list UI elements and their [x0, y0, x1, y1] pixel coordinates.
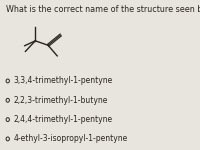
- Text: 3,3,4-trimethyl-1-pentyne: 3,3,4-trimethyl-1-pentyne: [13, 76, 113, 85]
- Text: 4-ethyl-3-isopropyl-1-pentyne: 4-ethyl-3-isopropyl-1-pentyne: [13, 134, 128, 143]
- Text: 2,2,3-trimethyl-1-butyne: 2,2,3-trimethyl-1-butyne: [13, 96, 108, 105]
- Text: 2,4,4-trimethyl-1-pentyne: 2,4,4-trimethyl-1-pentyne: [13, 115, 113, 124]
- Text: What is the correct name of the structure seen below?: What is the correct name of the structur…: [6, 5, 200, 14]
